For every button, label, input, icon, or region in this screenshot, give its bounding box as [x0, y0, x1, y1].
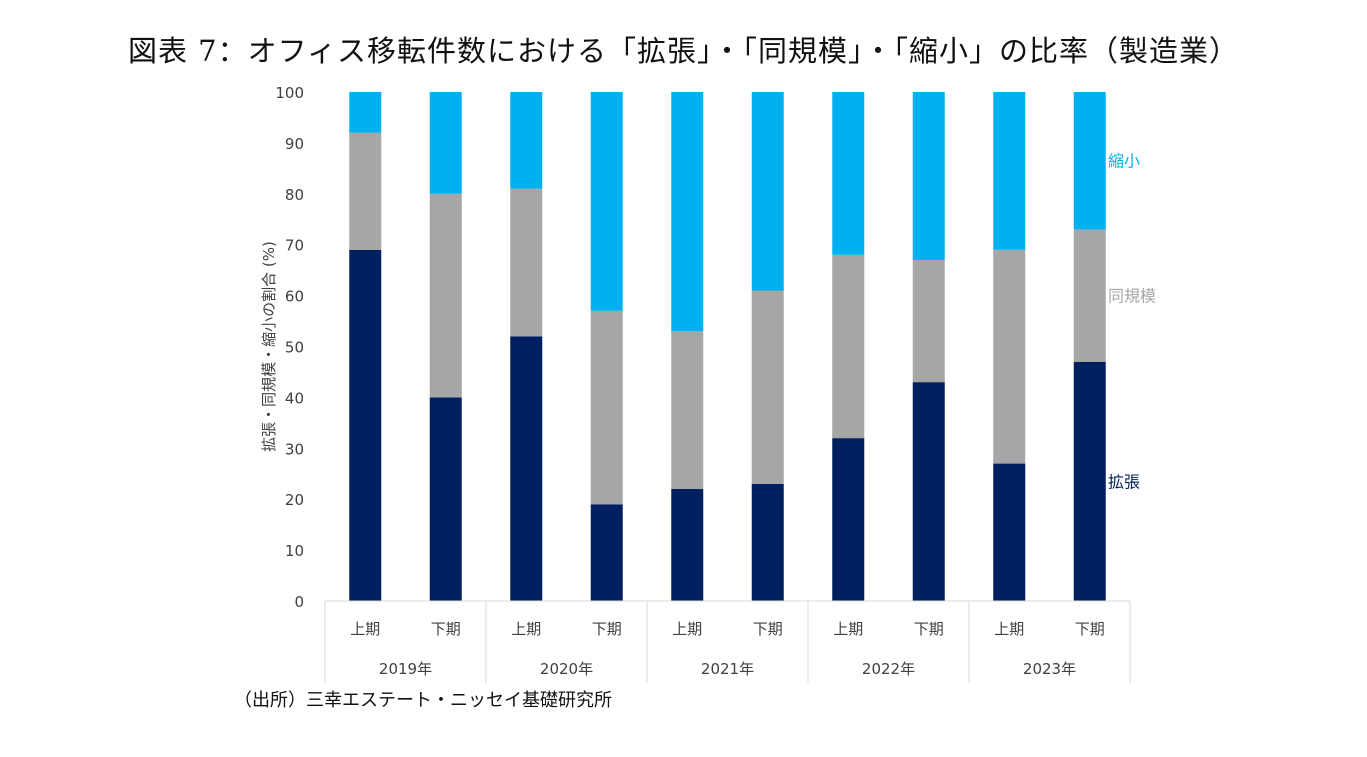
y-tick-label: 80 — [285, 186, 304, 204]
bar-expand — [429, 397, 462, 601]
y-tick-label: 20 — [285, 491, 304, 509]
bar-same — [751, 290, 784, 484]
x-tick-label: 上期 — [672, 620, 702, 638]
bar-same — [590, 310, 623, 505]
bar-same — [671, 331, 704, 490]
bar-shrink — [510, 92, 543, 189]
x-tick-label: 下期 — [753, 620, 783, 638]
bar-expand — [510, 336, 543, 601]
bar-shrink — [832, 92, 865, 255]
x-tick-label: 下期 — [1075, 620, 1105, 638]
bar-expand — [751, 483, 784, 601]
y-tick-label: 10 — [285, 542, 304, 560]
x-group-label: 2020年 — [540, 660, 593, 678]
x-tick-label: 上期 — [350, 620, 380, 638]
bar-expand — [1073, 361, 1106, 601]
bar-expand — [912, 382, 945, 601]
legend-label: 縮小 — [1108, 152, 1140, 171]
bar-expand — [671, 489, 704, 601]
x-tick-label: 上期 — [994, 620, 1024, 638]
y-tick-label: 40 — [285, 389, 304, 407]
bar-shrink — [671, 92, 704, 332]
bar-expand — [349, 249, 382, 602]
x-group-label: 2019年 — [379, 660, 432, 678]
bar-expand — [590, 504, 623, 601]
x-group-label: 2021年 — [701, 660, 754, 678]
bar-shrink — [1073, 92, 1106, 230]
bar-same — [1073, 229, 1106, 362]
bar-expand — [832, 438, 865, 601]
y-tick-label: 30 — [285, 440, 304, 458]
source-note: （出所）三幸エステート・ニッセイ基礎研究所 — [234, 690, 612, 711]
y-tick-label: 0 — [294, 593, 304, 611]
bar-same — [349, 132, 382, 250]
y-tick-label: 50 — [285, 339, 304, 357]
x-tick-label: 下期 — [592, 620, 622, 638]
bar-shrink — [590, 92, 623, 311]
x-group-label: 2023年 — [1023, 660, 1076, 678]
bar-same — [993, 249, 1026, 464]
x-tick-label: 下期 — [914, 620, 944, 638]
x-tick-label: 上期 — [833, 620, 863, 638]
x-tick-label: 下期 — [431, 620, 461, 638]
bar-same — [429, 193, 462, 398]
bar-same — [832, 254, 865, 439]
bar-shrink — [912, 92, 945, 260]
y-axis-label: 拡張・同規模・縮小の割合 (%) — [260, 241, 278, 452]
y-tick-label: 60 — [285, 288, 304, 306]
bar-shrink — [751, 92, 784, 291]
bar-shrink — [349, 92, 382, 133]
figure-title: 図表 7：オフィス移転件数における「拡張」・「同規模」・「縮小」の比率（製造業） — [127, 34, 1240, 68]
y-tick-label: 100 — [275, 84, 304, 102]
x-group-label: 2022年 — [862, 660, 915, 678]
bar-same — [510, 188, 543, 337]
y-tick-label: 70 — [285, 237, 304, 255]
y-tick-label: 90 — [285, 135, 304, 153]
bar-same — [912, 259, 945, 383]
legend-label: 同規模 — [1108, 287, 1156, 306]
bar-shrink — [993, 92, 1026, 250]
x-tick-label: 上期 — [511, 620, 541, 638]
legend-label: 拡張 — [1108, 472, 1140, 491]
bar-expand — [993, 463, 1026, 601]
bar-shrink — [429, 92, 462, 194]
